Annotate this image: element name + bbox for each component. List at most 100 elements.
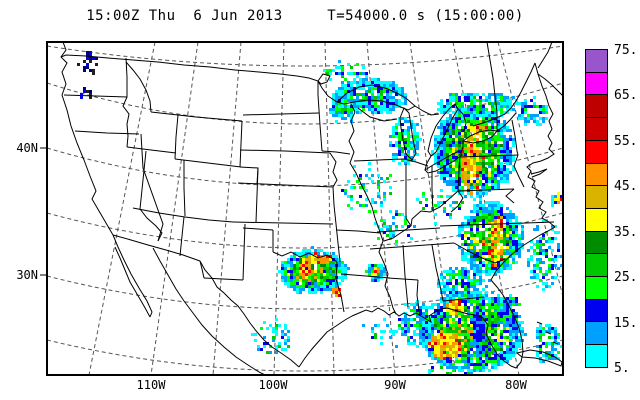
border-path <box>403 158 429 167</box>
map-frame <box>46 41 564 376</box>
border-path <box>460 141 464 154</box>
border-path <box>239 120 243 168</box>
border-path <box>239 166 259 185</box>
border-path <box>504 62 536 115</box>
colorbar <box>585 49 608 368</box>
border-path <box>340 273 391 279</box>
colorbar-box <box>585 298 608 323</box>
border-path <box>351 307 448 324</box>
border-path <box>357 107 398 122</box>
border-path <box>369 242 455 250</box>
border-path <box>442 296 485 302</box>
colorbar-label: 75. <box>614 43 638 58</box>
colorbar-label: 55. <box>614 133 638 149</box>
border-path <box>453 242 506 264</box>
border-path <box>329 152 338 188</box>
border-path <box>114 246 151 318</box>
colorbar-box <box>585 207 608 232</box>
border-path <box>60 54 338 103</box>
border-path <box>472 113 506 127</box>
latitude-gridline <box>47 339 563 372</box>
border-path <box>60 42 114 236</box>
border-path <box>112 234 201 262</box>
border-path <box>383 190 459 242</box>
border-path <box>481 279 524 369</box>
colorbar-box <box>585 321 608 346</box>
border-path <box>203 277 244 281</box>
border-path <box>298 315 353 368</box>
lon-label: 80W <box>505 378 527 392</box>
border-path <box>199 260 300 368</box>
longitude-gridline <box>88 42 156 375</box>
colorbar-box <box>585 49 608 73</box>
border-path <box>237 182 334 188</box>
border-path <box>63 94 128 98</box>
lon-label: 90W <box>384 378 406 392</box>
border-path <box>402 244 409 308</box>
lat-label: 40N <box>16 141 38 155</box>
colorbar-box <box>585 230 608 255</box>
border-path <box>242 112 320 116</box>
map-title: 15:00Z Thu 6 Jun 2013 T=54000.0 s (15:00… <box>86 8 524 24</box>
border-path <box>332 186 337 225</box>
border-path <box>335 261 345 313</box>
colorbar-box <box>585 162 608 187</box>
border-path <box>439 221 555 227</box>
border-path <box>139 208 163 242</box>
border-path <box>174 114 179 160</box>
colorbar-box <box>585 185 608 209</box>
border-path <box>317 81 323 152</box>
border-path <box>348 103 397 315</box>
border-path <box>74 130 140 135</box>
border-path <box>513 154 525 188</box>
border-path <box>140 133 164 242</box>
border-path <box>126 146 177 154</box>
border-path <box>122 57 130 148</box>
border-path <box>424 155 432 171</box>
border-path <box>184 216 234 223</box>
border-path <box>242 223 246 281</box>
border-path <box>199 260 205 279</box>
border-path <box>321 150 351 155</box>
border-path <box>545 331 552 335</box>
colorbar-label: 45. <box>614 179 638 195</box>
colorbar-label: 5. <box>614 361 630 376</box>
border-path <box>239 149 331 154</box>
border-path <box>179 216 185 257</box>
latitude-gridline <box>47 45 563 67</box>
colorbar-label: 35. <box>614 224 638 240</box>
border-path <box>530 168 548 178</box>
border-path <box>112 234 153 318</box>
lon-label: 110W <box>137 378 167 392</box>
border-path <box>353 158 405 162</box>
lat-label: 30N <box>16 268 38 282</box>
border-path <box>457 153 461 192</box>
radar-layer <box>77 51 563 375</box>
border-path <box>526 62 555 172</box>
border-path <box>490 226 556 281</box>
border-path <box>552 341 559 345</box>
colorbar-box <box>585 344 608 368</box>
border-path <box>272 251 338 263</box>
colorbar-label: 25. <box>614 270 638 286</box>
colorbar-label: 15. <box>614 315 638 331</box>
colorbar-box <box>585 276 608 300</box>
border-path <box>335 229 381 234</box>
border-path <box>431 166 434 212</box>
lon-label: 100W <box>259 378 289 392</box>
longitude-gridline <box>212 42 242 375</box>
border-path <box>536 321 543 325</box>
border-path <box>414 105 440 116</box>
border-path <box>515 349 563 367</box>
border-path <box>537 42 553 69</box>
colorbar-box <box>585 253 608 278</box>
border-path <box>424 150 463 174</box>
border-path <box>139 150 147 210</box>
colorbar-box <box>585 139 608 164</box>
border-path <box>376 227 441 233</box>
border-path <box>242 227 274 231</box>
border-path <box>459 154 519 158</box>
border-path <box>450 190 464 213</box>
